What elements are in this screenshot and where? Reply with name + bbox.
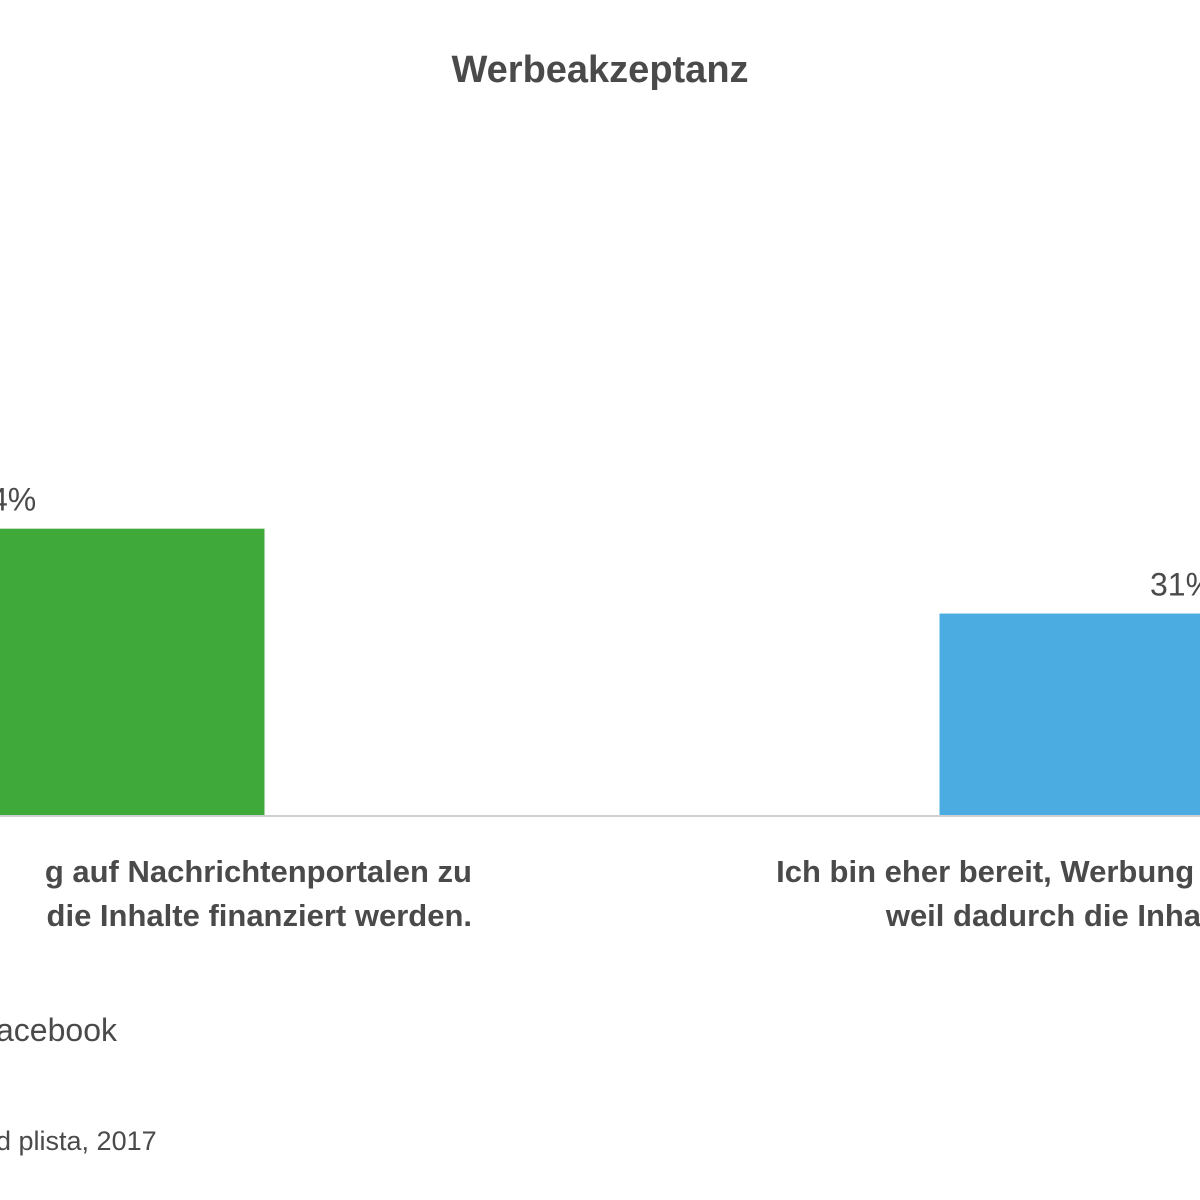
bar-1 (939, 613, 1200, 816)
legend-item-label: acebook (0, 1012, 118, 1048)
plot-area: 4% g auf Nachrichtenportalen zu die Inhalt… (0, 482, 1200, 933)
category-label-1-line-1: weil dadurch die Inhalt (885, 898, 1200, 933)
category-label-0-line-0: g auf Nachrichtenportalen zu (45, 854, 472, 889)
category-label-1-line-0: Ich bin eher bereit, Werbung a (776, 854, 1200, 889)
source-note: d plista, 2017 (0, 1126, 157, 1156)
category-label-0-line-1: die Inhalte finanziert werden. (47, 898, 472, 933)
chart-title: Werbeakzeptanz (451, 49, 748, 91)
bar-value-label-0: 4% (0, 482, 36, 518)
bar-0 (0, 528, 265, 816)
bar-value-label-1: 31% (1150, 567, 1200, 603)
